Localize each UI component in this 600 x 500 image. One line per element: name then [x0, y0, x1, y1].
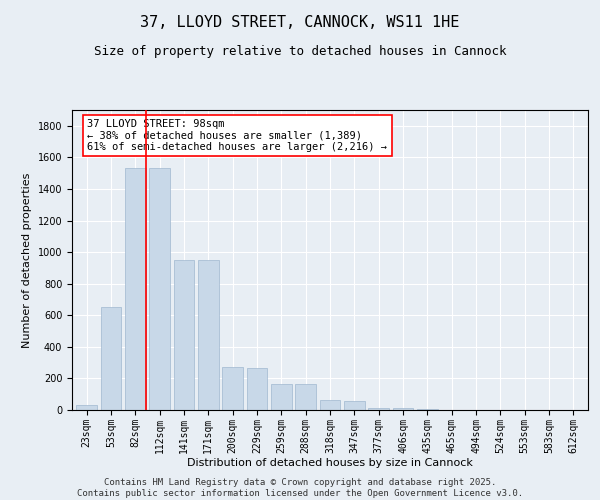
Bar — [368, 408, 389, 410]
Text: 37, LLOYD STREET, CANNOCK, WS11 1HE: 37, LLOYD STREET, CANNOCK, WS11 1HE — [140, 15, 460, 30]
Text: 37 LLOYD STREET: 98sqm
← 38% of detached houses are smaller (1,389)
61% of semi-: 37 LLOYD STREET: 98sqm ← 38% of detached… — [88, 119, 388, 152]
Bar — [344, 400, 365, 410]
Text: Size of property relative to detached houses in Cannock: Size of property relative to detached ho… — [94, 45, 506, 58]
Bar — [247, 368, 268, 410]
Bar — [76, 406, 97, 410]
Bar — [149, 168, 170, 410]
Bar — [392, 408, 413, 410]
Bar — [295, 384, 316, 410]
Bar — [198, 260, 218, 410]
Bar — [320, 400, 340, 410]
X-axis label: Distribution of detached houses by size in Cannock: Distribution of detached houses by size … — [187, 458, 473, 468]
Text: Contains HM Land Registry data © Crown copyright and database right 2025.
Contai: Contains HM Land Registry data © Crown c… — [77, 478, 523, 498]
Y-axis label: Number of detached properties: Number of detached properties — [22, 172, 32, 348]
Bar — [271, 384, 292, 410]
Bar — [101, 308, 121, 410]
Bar — [417, 409, 438, 410]
Bar — [125, 168, 146, 410]
Bar — [173, 260, 194, 410]
Bar — [222, 368, 243, 410]
